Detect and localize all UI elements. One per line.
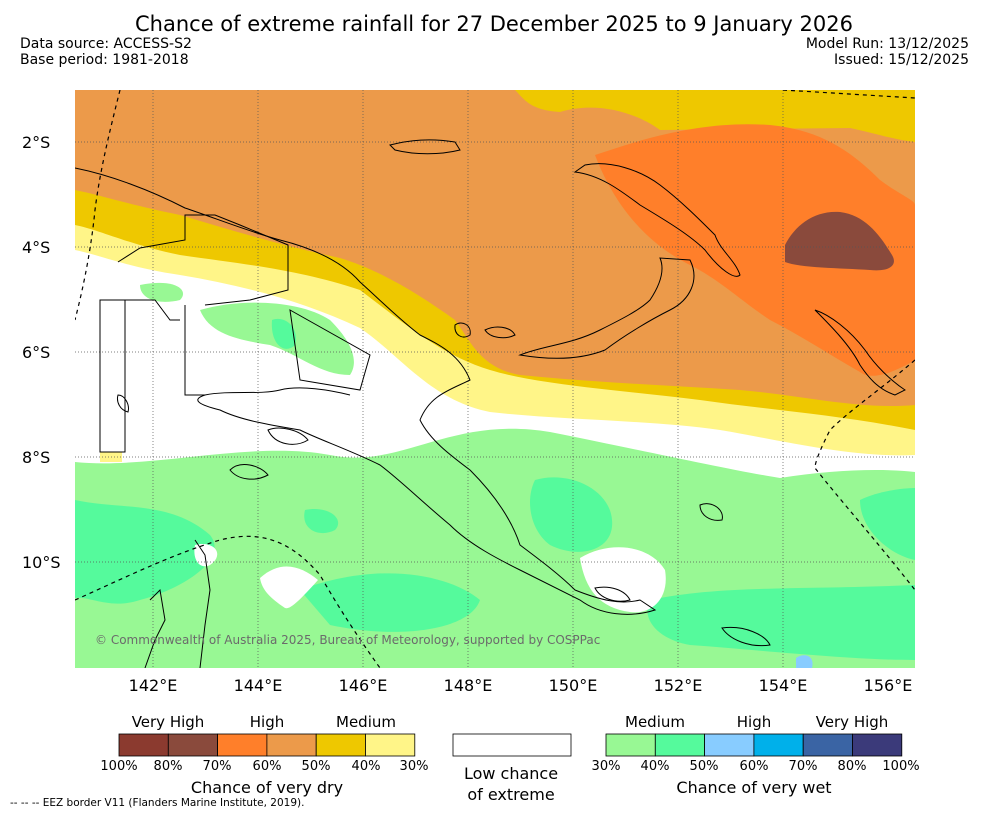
wet-pct-30: 30% — [591, 759, 621, 774]
dry-pct-70: 70% — [202, 759, 232, 774]
low-chance-hole-3 — [194, 544, 218, 567]
dry-level-high: High — [249, 713, 285, 731]
eez-note: -- -- -- EEZ border V11 (Flanders Marine… — [10, 797, 305, 809]
dry-level-very-high: Very High — [131, 713, 205, 731]
dry-swatch-2 — [217, 733, 268, 757]
wet-swatch-1 — [654, 733, 705, 757]
copyright-notice: © Commonwealth of Australia 2025, Bureau… — [95, 633, 601, 647]
dry-pct-40: 40% — [351, 759, 381, 774]
dry-legend-title: Chance of very dry — [190, 778, 344, 797]
wet-level-medium: Medium — [625, 713, 685, 731]
lon-tick-150e: 150°E — [548, 676, 598, 695]
wet-high-region-small — [304, 509, 339, 534]
dry-pct-50: 50% — [301, 759, 331, 774]
wet-swatch-2 — [704, 733, 755, 757]
wet-high-patch-inner — [271, 318, 296, 349]
lat-tick-4s: 4°S — [22, 238, 51, 257]
data-source: Data source: ACCESS-S2 — [20, 36, 192, 52]
wet-50-60-region — [796, 655, 813, 668]
dry-pct-60: 60% — [252, 759, 282, 774]
neutral-swatch — [452, 733, 572, 757]
lat-tick-10s: 10°S — [22, 553, 61, 572]
wet-colorbar — [605, 733, 903, 757]
wet-pct-50: 50% — [689, 759, 719, 774]
wet-level-very-high: Very High — [815, 713, 889, 731]
wet-swatch-5 — [852, 733, 903, 757]
dry-swatch-4 — [315, 733, 366, 757]
dry-60-70-region — [595, 124, 915, 376]
dry-colorbar — [118, 733, 416, 757]
wet-high-region-east — [647, 585, 915, 660]
dry-50-60-top — [75, 90, 300, 102]
lon-tick-152e: 152°E — [653, 676, 703, 695]
neutral-legend-line2: of extreme — [467, 785, 555, 804]
dry-pct-100: 100% — [100, 759, 138, 774]
wet-swatch-0 — [605, 733, 656, 757]
wet-pct-80: 80% — [837, 759, 867, 774]
wet-pct-60: 60% — [739, 759, 769, 774]
wet-pct-70: 70% — [788, 759, 818, 774]
map-title: Chance of extreme rainfall for 27 Decemb… — [135, 12, 853, 36]
base-period: Base period: 1981-2018 — [20, 52, 189, 68]
wet-medium-patch-1 — [140, 282, 184, 302]
neutral-legend-line1: Low chance — [463, 764, 559, 783]
model-run: Model Run: 13/12/2025 — [805, 36, 969, 52]
dry-swatch-3 — [266, 733, 317, 757]
meta-right: Model Run: 13/12/2025 Issued: 15/12/2025 — [806, 36, 969, 68]
meta-left: Data source: ACCESS-S2 Base period: 1981… — [20, 36, 192, 68]
dry-swatch-5 — [365, 733, 416, 757]
low-chance-hole-1 — [260, 566, 318, 609]
lon-tick-156e: 156°E — [863, 676, 913, 695]
wet-level-high: High — [736, 713, 772, 731]
wet-legend-title: Chance of very wet — [676, 778, 832, 797]
dry-pct-80: 80% — [153, 759, 183, 774]
wet-swatch-4 — [802, 733, 853, 757]
lon-tick-144e: 144°E — [233, 676, 283, 695]
dry-level-medium: Medium — [336, 713, 396, 731]
wet-high-region-ne — [860, 488, 915, 560]
wet-swatch-3 — [753, 733, 804, 757]
map-area — [75, 90, 915, 668]
lon-tick-146e: 146°E — [338, 676, 388, 695]
eez-borders — [75, 90, 915, 668]
coastlines — [75, 139, 906, 668]
wet-pct-100: 100% — [882, 759, 920, 774]
dry-pct-30: 30% — [399, 759, 429, 774]
lon-tick-142e: 142°E — [128, 676, 178, 695]
lon-tick-154e: 154°E — [758, 676, 808, 695]
dry-70-80-region — [785, 211, 894, 271]
lat-tick-8s: 8°S — [22, 448, 51, 467]
wet-pct-40: 40% — [640, 759, 670, 774]
lon-tick-148e: 148°E — [443, 676, 493, 695]
wet-high-region-west — [75, 500, 215, 604]
wet-high-region-south — [300, 573, 480, 632]
dry-swatch-1 — [167, 733, 219, 757]
issued-date: Issued: 15/12/2025 — [834, 52, 969, 68]
dry-swatch-0 — [118, 733, 169, 757]
wet-high-region-mid — [530, 477, 613, 552]
lat-tick-2s: 2°S — [22, 133, 51, 152]
lat-tick-6s: 6°S — [22, 343, 51, 362]
